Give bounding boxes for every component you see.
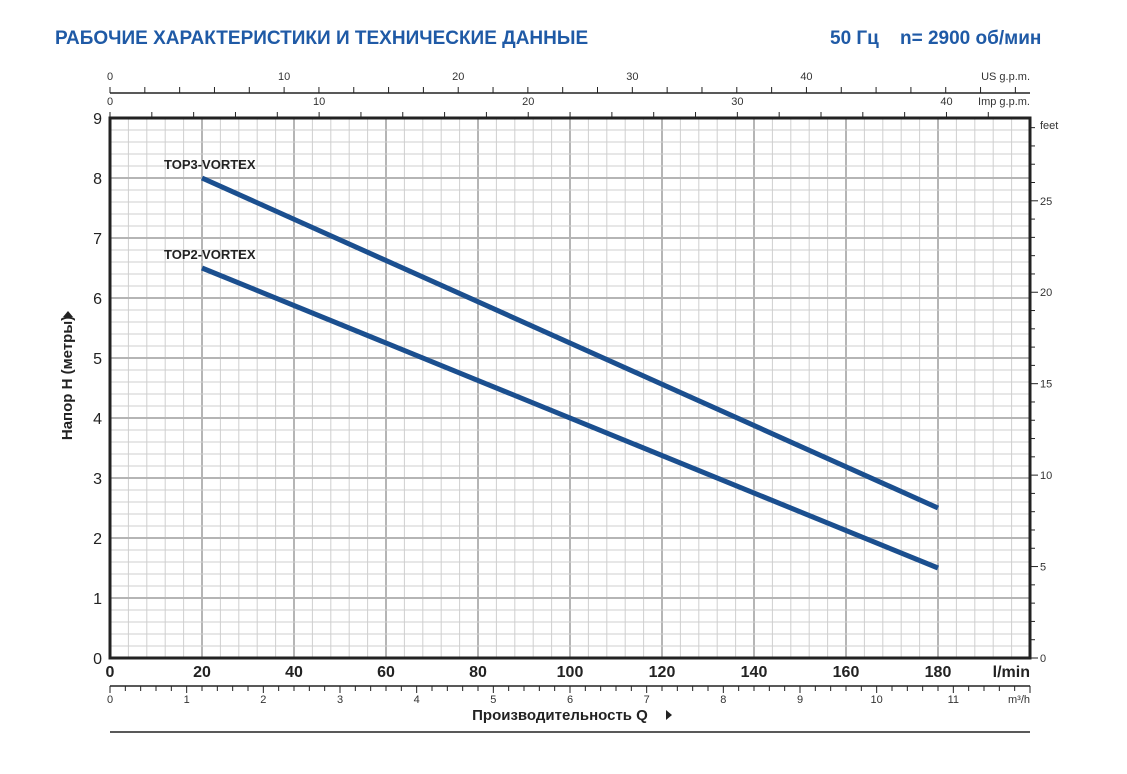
y-tick-label: 7 (93, 231, 102, 248)
m3h-tick-label: 3 (337, 694, 343, 706)
y-axis-title: Напор H (метры) (59, 316, 76, 440)
feet-tick-label: 10 (1040, 470, 1052, 482)
x-tick-label: 20 (193, 664, 211, 681)
x-tick-label: 0 (106, 664, 115, 681)
m3h-tick-label: 9 (797, 694, 803, 706)
feet-tick-label: 20 (1040, 287, 1052, 299)
x-tick-label: 40 (285, 664, 303, 681)
imp-gpm-tick-label: 0 (107, 96, 113, 108)
speed-label: n= 2900 об/мин (900, 28, 1042, 49)
us-gpm-tick-label: 30 (626, 71, 638, 83)
y-tick-label: 2 (93, 531, 102, 548)
y-tick-label: 3 (93, 471, 102, 488)
x-tick-label: 160 (833, 664, 860, 681)
y-tick-label: 5 (93, 351, 102, 368)
us-gpm-tick-label: 0 (107, 71, 113, 83)
x-axis-arrow-icon (666, 710, 672, 720)
imp-gpm-tick-label: 30 (731, 96, 743, 108)
curve-label: TOP2-VORTEX (164, 247, 256, 262)
m3h-tick-label: 7 (644, 694, 650, 706)
x-tick-label: 60 (377, 664, 395, 681)
m3h-unit-label: m³/h (1008, 694, 1030, 706)
imp-gpm-tick-label: 10 (313, 96, 325, 108)
curve-label: TOP3-VORTEX (164, 157, 256, 172)
x-tick-label: 140 (741, 664, 768, 681)
page-title: РАБОЧИЕ ХАРАКТЕРИСТИКИ И ТЕХНИЧЕСКИЕ ДАН… (55, 28, 589, 49)
m3h-tick-label: 10 (871, 694, 883, 706)
m3h-tick-label: 2 (260, 694, 266, 706)
m3h-tick-label: 0 (107, 694, 113, 706)
imp-gpm-tick-label: 40 (940, 96, 952, 108)
y-tick-label: 0 (93, 651, 102, 668)
x-tick-label: 120 (649, 664, 676, 681)
feet-tick-label: 15 (1040, 379, 1052, 391)
us-gpm-tick-label: 10 (278, 71, 290, 83)
x-axis-title: Производительность Q (472, 707, 648, 724)
x-tick-label: 100 (557, 664, 584, 681)
m3h-tick-label: 11 (948, 694, 959, 706)
y-tick-label: 6 (93, 291, 102, 308)
frequency-label: 50 Гц (830, 28, 879, 49)
y-tick-label: 1 (93, 591, 102, 608)
curve-top3-vortex (200, 175, 940, 511)
curve-top2-vortex (201, 265, 939, 571)
x-unit-label: l/min (993, 664, 1030, 681)
m3h-tick-label: 8 (720, 694, 726, 706)
m3h-tick-label: 6 (567, 694, 573, 706)
x-tick-label: 180 (925, 664, 952, 681)
feet-unit-label: feet (1040, 120, 1058, 132)
feet-tick-label: 0 (1040, 653, 1046, 665)
y-tick-label: 4 (93, 411, 102, 428)
feet-tick-label: 25 (1040, 196, 1052, 208)
us-gpm-tick-label: 40 (800, 71, 812, 83)
y-tick-label: 8 (93, 171, 102, 188)
imp-gpm-unit-label: Imp g.p.m. (978, 96, 1030, 108)
y-axis-arrow-icon (63, 311, 73, 317)
m3h-tick-label: 4 (414, 694, 420, 706)
x-tick-label: 80 (469, 664, 487, 681)
m3h-tick-label: 5 (490, 694, 496, 706)
imp-gpm-tick-label: 20 (522, 96, 534, 108)
us-gpm-tick-label: 20 (452, 71, 464, 83)
m3h-tick-label: 1 (184, 694, 190, 706)
y-tick-label: 9 (93, 111, 102, 128)
us-gpm-unit-label: US g.p.m. (981, 71, 1030, 83)
feet-tick-label: 5 (1040, 562, 1046, 574)
